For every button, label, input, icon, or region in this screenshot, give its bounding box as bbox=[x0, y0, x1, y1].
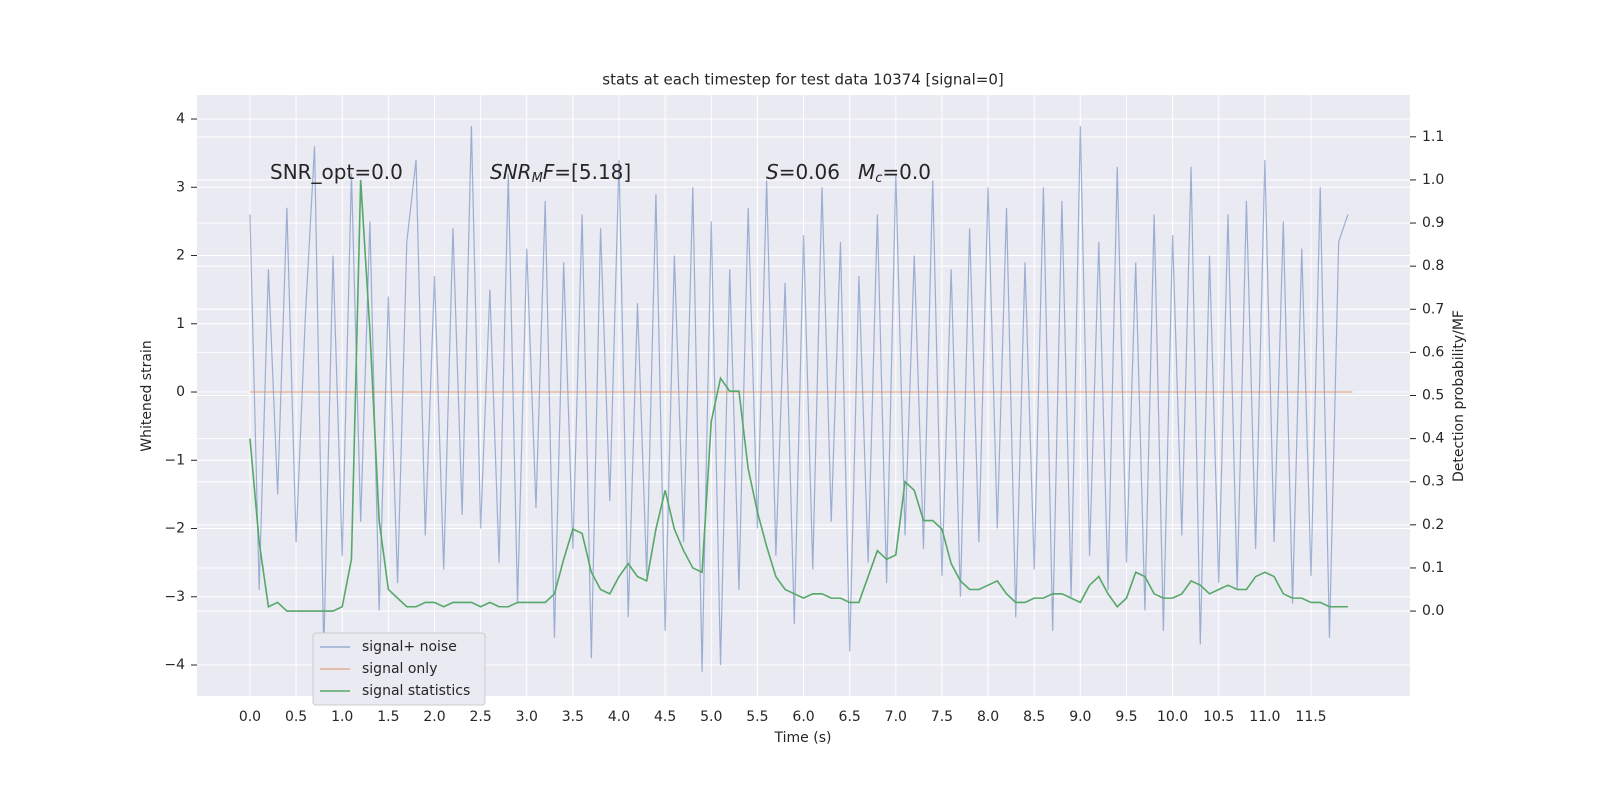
chart-title: stats at each timestep for test data 103… bbox=[602, 71, 1003, 89]
x-tick-label: 8.0 bbox=[977, 709, 999, 725]
y2-tick-label: 0.2 bbox=[1422, 517, 1444, 533]
y2-tick-label: 1.1 bbox=[1422, 129, 1444, 145]
x-tick-label: 2.0 bbox=[423, 709, 445, 725]
y2-tick-label: 0.6 bbox=[1422, 344, 1444, 360]
y2-tick-label: 0.3 bbox=[1422, 474, 1444, 490]
legend-label: signal+ noise bbox=[362, 639, 457, 655]
annotation: SNR_opt=0.0 bbox=[270, 160, 403, 184]
x-tick-label: 3.5 bbox=[562, 709, 584, 725]
annotation-part: c bbox=[875, 171, 882, 186]
annotation-part: =[5.18] bbox=[554, 160, 631, 184]
x-tick-label: 1.0 bbox=[331, 709, 353, 725]
annotations: SNR_opt=0.0 SNRMF=[5.18] S=0.06 Mc=0.0 bbox=[270, 160, 931, 186]
annotation-part: F bbox=[543, 160, 555, 184]
annotation-part: M bbox=[532, 171, 543, 186]
x-tick-label: 11.0 bbox=[1249, 709, 1280, 725]
x-tick-label: 10.5 bbox=[1203, 709, 1234, 725]
y-tick-label: 2 bbox=[176, 248, 185, 264]
annotation-part: M bbox=[858, 160, 875, 184]
x-tick-label: 11.5 bbox=[1295, 709, 1326, 725]
y2-tick-label: 1.0 bbox=[1422, 172, 1444, 188]
annotation: Mc=0.0 bbox=[858, 160, 931, 186]
legend-box bbox=[312, 632, 486, 706]
y-axis-label: Whitened strain bbox=[139, 340, 155, 451]
x-tick-label: 4.0 bbox=[608, 709, 630, 725]
y2-tick-label: 0.4 bbox=[1422, 431, 1444, 447]
y2-tick-label: 0.9 bbox=[1422, 215, 1444, 231]
x-tick-label: 6.5 bbox=[839, 709, 861, 725]
y-tick-label: 4 bbox=[176, 111, 185, 127]
x-tick-label: 7.5 bbox=[931, 709, 953, 725]
x-tick-label: 10.0 bbox=[1157, 709, 1188, 725]
x-tick-label: 9.0 bbox=[1069, 709, 1091, 725]
x-tick-label: 7.0 bbox=[885, 709, 907, 725]
y2-tick-label: 0.5 bbox=[1422, 388, 1444, 404]
y-tick-label: 3 bbox=[176, 179, 185, 195]
axes: 0.0 0.5 1.0 1.5 2.0 2.5 3.0 3.5 4.0 4.5 5.0 5.5 6.0 6… bbox=[164, 111, 1444, 725]
x-axis-label: Time (s) bbox=[774, 730, 832, 746]
y-tick-label: 0 bbox=[176, 384, 185, 400]
x-tick-label: 0.0 bbox=[239, 709, 261, 725]
legend-label: signal only bbox=[362, 661, 437, 677]
lines bbox=[249, 125, 1353, 672]
y-tick-label: 1 bbox=[176, 316, 185, 332]
y-tick-label: −3 bbox=[164, 589, 185, 605]
annotation-part: SNR_opt=0.0 bbox=[270, 160, 403, 184]
y-tick-label: −2 bbox=[164, 521, 185, 537]
series-line bbox=[249, 179, 1348, 612]
annotation-part: =0.06 bbox=[779, 160, 840, 184]
y2-tick-label: 0.8 bbox=[1422, 258, 1444, 274]
legend: signal+ noise signal only signal statistic… bbox=[312, 632, 486, 706]
annotation-part: SNR bbox=[490, 160, 532, 184]
annotation-part: S bbox=[766, 160, 779, 184]
x-tick-label: 8.5 bbox=[1023, 709, 1045, 725]
y2-tick-label: 0.7 bbox=[1422, 301, 1444, 317]
x-tick-label: 5.5 bbox=[746, 709, 768, 725]
y-tick-label: −1 bbox=[164, 452, 185, 468]
y2-tick-label: 0.0 bbox=[1422, 603, 1444, 619]
x-tick-label: 3.0 bbox=[516, 709, 538, 725]
annotation-part: =0.0 bbox=[882, 160, 931, 184]
series-line bbox=[249, 125, 1349, 672]
x-tick-label: 6.0 bbox=[792, 709, 814, 725]
x-tick-label: 0.5 bbox=[285, 709, 307, 725]
x-tick-label: 4.5 bbox=[654, 709, 676, 725]
x-tick-label: 5.0 bbox=[700, 709, 722, 725]
y2-axis-label: Detection probability/MF bbox=[1451, 310, 1467, 482]
x-tick-label: 1.5 bbox=[377, 709, 399, 725]
y-tick-label: −4 bbox=[164, 657, 185, 673]
y2-tick-label: 0.1 bbox=[1422, 560, 1444, 576]
annotation: SNRMF=[5.18] bbox=[490, 160, 631, 186]
x-tick-label: 2.5 bbox=[469, 709, 491, 725]
legend-label: signal statistics bbox=[362, 683, 470, 699]
x-tick-label: 9.5 bbox=[1115, 709, 1137, 725]
annotation: S=0.06 bbox=[766, 160, 840, 184]
